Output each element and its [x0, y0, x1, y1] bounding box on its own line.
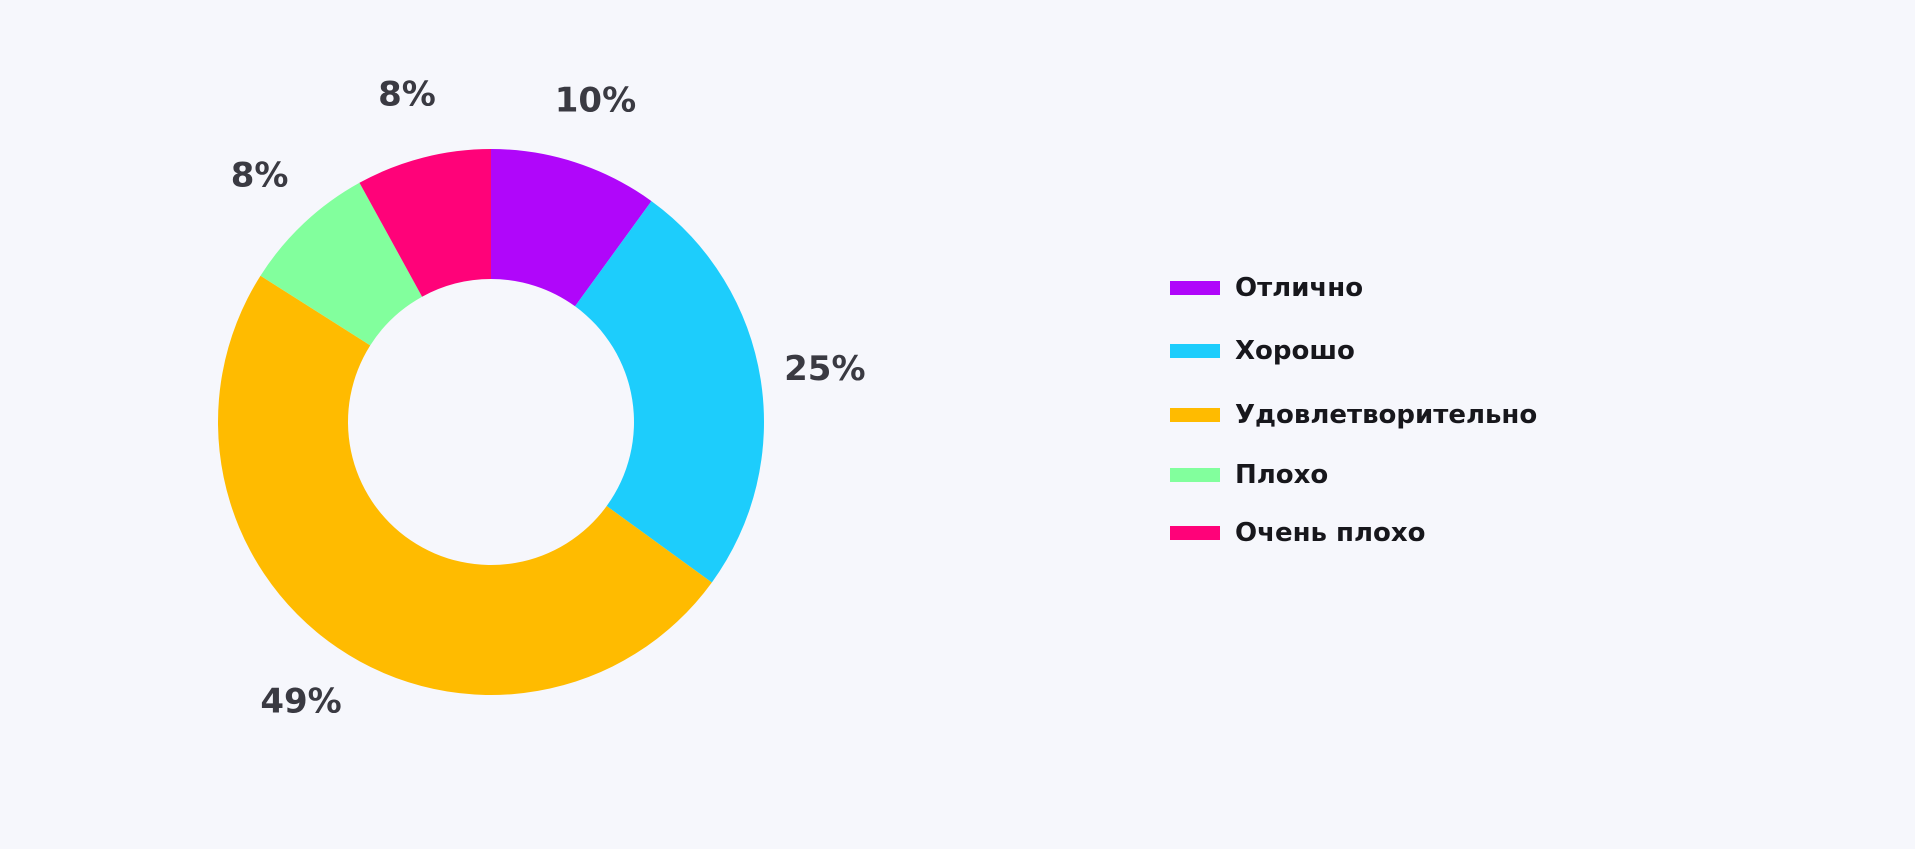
slice-label-plokho: 8%	[231, 156, 289, 196]
legend-item-ochen-plokho: Очень плохо	[1170, 513, 1426, 553]
legend-item-otlichno: Отлично	[1170, 268, 1363, 308]
legend-swatch-udovletvoritelno	[1170, 408, 1220, 422]
legend-label-khorosho: Хорошо	[1235, 336, 1355, 366]
slice-label-khorosho: 25%	[784, 349, 865, 389]
slice-label-ochen-plokho: 8%	[378, 75, 436, 115]
slice-udovletvoritelno	[218, 275, 712, 695]
legend-item-plokho: Плохо	[1170, 455, 1328, 495]
slice-khorosho	[575, 201, 764, 583]
legend-swatch-khorosho	[1170, 344, 1220, 358]
legend-label-udovletvoritelno: Удовлетворительно	[1235, 400, 1538, 430]
legend-swatch-otlichno	[1170, 281, 1220, 295]
slice-ochen-plokho	[359, 149, 491, 297]
legend-item-udovletvoritelno: Удовлетворительно	[1170, 395, 1537, 435]
legend-label-plokho: Плохо	[1235, 460, 1329, 490]
legend-label-ochen-plokho: Очень плохо	[1235, 518, 1426, 548]
slice-label-otlichno: 10%	[555, 81, 636, 121]
donut-chart: 10% 25% 49% 8% 8%	[218, 75, 866, 722]
slice-label-udovletvoritelno: 49%	[260, 682, 341, 722]
donut-slices	[218, 149, 764, 695]
legend-swatch-plokho	[1170, 468, 1220, 482]
legend-swatch-ochen-plokho	[1170, 526, 1220, 540]
legend-item-khorosho: Хорошо	[1170, 331, 1355, 371]
slice-labels: 10% 25% 49% 8% 8%	[231, 75, 866, 722]
slice-otlichno	[491, 149, 652, 307]
legend-label-otlichno: Отлично	[1235, 273, 1364, 303]
slice-plokho	[260, 182, 423, 346]
